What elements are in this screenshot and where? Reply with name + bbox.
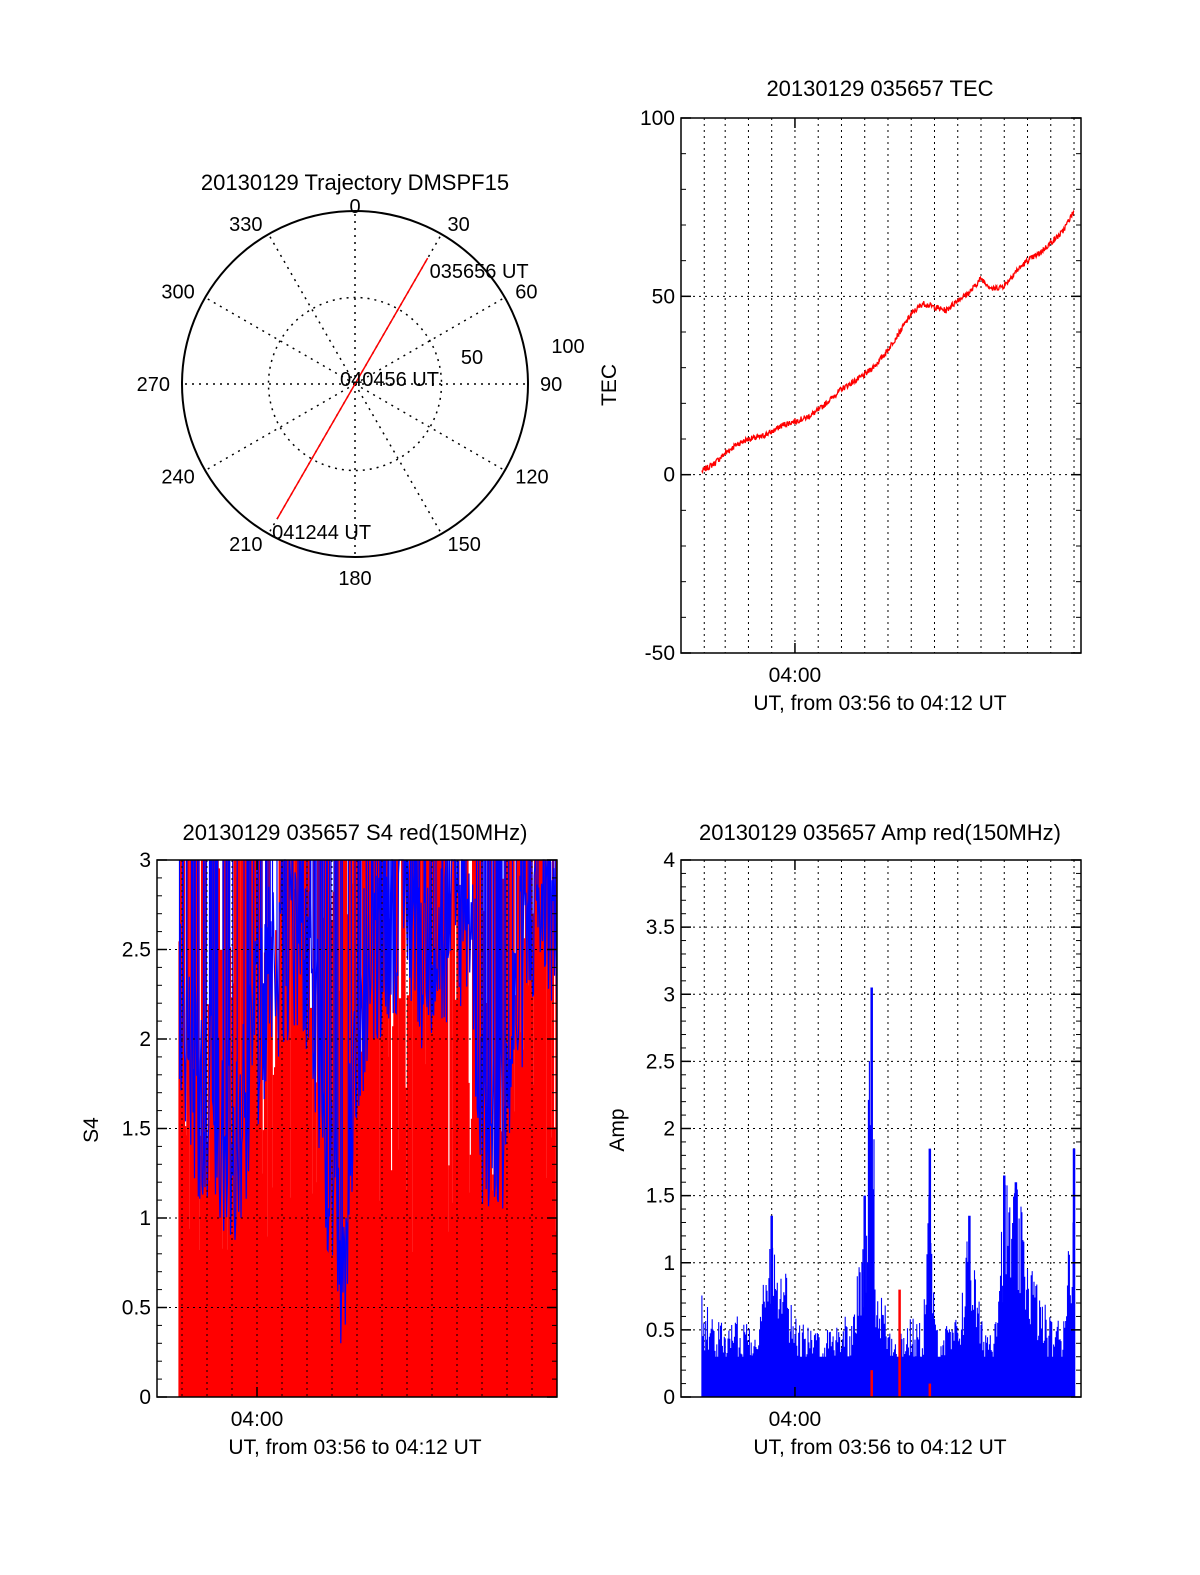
trajectory-spoke <box>354 383 506 472</box>
tec-y-axis-label: TEC <box>598 364 621 406</box>
y-tick-label: 1.5 <box>646 1185 675 1208</box>
trajectory-annotation: 040456 UT <box>340 369 439 391</box>
trajectory-spoke <box>204 296 356 385</box>
x-tick-label: 04:00 <box>769 1408 822 1431</box>
trajectory-mid-circle <box>267 296 443 472</box>
plot-frame <box>680 117 1082 654</box>
trajectory-radial-tick-50: 50 <box>461 347 483 369</box>
y-tick-label: 0 <box>663 1386 675 1409</box>
trajectory-title: 20130129 Trajectory DMSPF15 <box>201 170 509 195</box>
tec-series <box>701 210 1075 475</box>
amp-blue-spikes <box>701 1061 1075 1397</box>
trajectory-angle-tick: 330 <box>229 214 262 236</box>
trajectory-radial-tick-100: 100 <box>551 336 584 358</box>
s4-axes: 0 0.5 1 1.5 2 2.5 3 04:00 <box>122 849 558 1431</box>
y-tick-label: 4 <box>663 849 675 872</box>
y-tick-label: 100 <box>640 107 675 130</box>
s4-panel: 20130129 035657 S4 red(150MHz) S4 UT, fr… <box>80 820 558 1459</box>
trajectory-angle-ticks: 0 30 60 90 120 150 180 210 240 270 300 330 <box>137 196 563 590</box>
trajectory-spoke <box>267 233 356 385</box>
amp-axes: 0 0.5 1 1.5 2 2.5 3 3.5 4 04:00 <box>646 849 1082 1431</box>
trajectory-spoke <box>354 296 506 385</box>
y-tick-label: 50 <box>652 285 675 308</box>
y-tick-label: 3.5 <box>646 916 675 939</box>
s4-x-axis-label: UT, from 03:56 to 04:12 UT <box>228 1436 481 1459</box>
trajectory-outer-circle <box>181 210 529 558</box>
amp-x-axis-label: UT, from 03:56 to 04:12 UT <box>753 1436 1006 1459</box>
y-tick-label: 2.5 <box>122 939 151 962</box>
trajectory-angle-tick: 300 <box>161 282 194 304</box>
y-tick-label: 0 <box>663 464 675 487</box>
amp-series <box>701 987 1076 1397</box>
y-tick-label: 0.5 <box>646 1319 675 1342</box>
trajectory-angle-tick: 90 <box>540 374 562 396</box>
trajectory-path <box>276 257 429 520</box>
y-tick-label: 3 <box>663 983 675 1006</box>
tec-axes: -50 0 50 100 04:00 <box>640 107 1082 687</box>
x-tick-label: 04:00 <box>231 1408 284 1431</box>
trajectory-panel: 20130129 Trajectory DMSPF15 0 30 60 90 120 15… <box>137 170 585 590</box>
tec-title: 20130129 035657 TEC <box>766 76 993 101</box>
trajectory-series <box>276 257 429 520</box>
trajectory-angle-tick: 180 <box>338 568 371 590</box>
tec-panel: 20130129 035657 TEC TEC UT, from 03:56 t… <box>598 76 1082 715</box>
s4-blue-line <box>178 859 558 1344</box>
amp-y-axis-label: Amp <box>606 1108 629 1151</box>
trajectory-angle-tick: 270 <box>137 374 170 396</box>
trajectory-angle-tick: 210 <box>229 534 262 556</box>
y-tick-label: 0.5 <box>122 1297 151 1320</box>
y-tick-label: 2 <box>663 1118 675 1141</box>
trajectory-annotation: 035656 UT <box>430 261 529 283</box>
s4-grid <box>157 859 557 1398</box>
s4-title: 20130129 035657 S4 red(150MHz) <box>183 820 528 845</box>
y-tick-label: 2 <box>139 1028 151 1051</box>
y-tick-label: 3 <box>139 849 151 872</box>
trajectory-spoke <box>354 383 443 535</box>
trajectory-spoke <box>204 383 356 472</box>
x-tick-label: 04:00 <box>769 664 822 687</box>
trajectory-angle-tick: 120 <box>515 467 548 489</box>
trajectory-angle-tick: 240 <box>161 467 194 489</box>
s4-y-axis-label: S4 <box>80 1117 103 1143</box>
trajectory-angle-tick: 150 <box>448 534 481 556</box>
amp-title: 20130129 035657 Amp red(150MHz) <box>699 820 1061 845</box>
y-tick-label: 1.5 <box>122 1118 151 1141</box>
tec-line <box>701 210 1075 475</box>
trajectory-angle-tick: 0 <box>349 196 360 218</box>
y-tick-label: 0 <box>139 1386 151 1409</box>
trajectory-angle-tick: 60 <box>515 282 537 304</box>
y-tick-label: 1 <box>663 1252 675 1275</box>
y-tick-label: -50 <box>645 642 675 665</box>
amp-panel: 20130129 035657 Amp red(150MHz) Amp UT, … <box>606 820 1082 1459</box>
s4-series <box>178 859 558 1397</box>
tec-x-axis-label: UT, from 03:56 to 04:12 UT <box>753 692 1006 715</box>
y-tick-label: 2.5 <box>646 1050 675 1073</box>
trajectory-angle-tick: 30 <box>448 214 470 236</box>
trajectory-annotations: 035656 UT 040456 UT 041244 UT <box>272 261 528 544</box>
trajectory-annotation: 041244 UT <box>272 522 371 544</box>
y-tick-label: 1 <box>139 1207 151 1230</box>
